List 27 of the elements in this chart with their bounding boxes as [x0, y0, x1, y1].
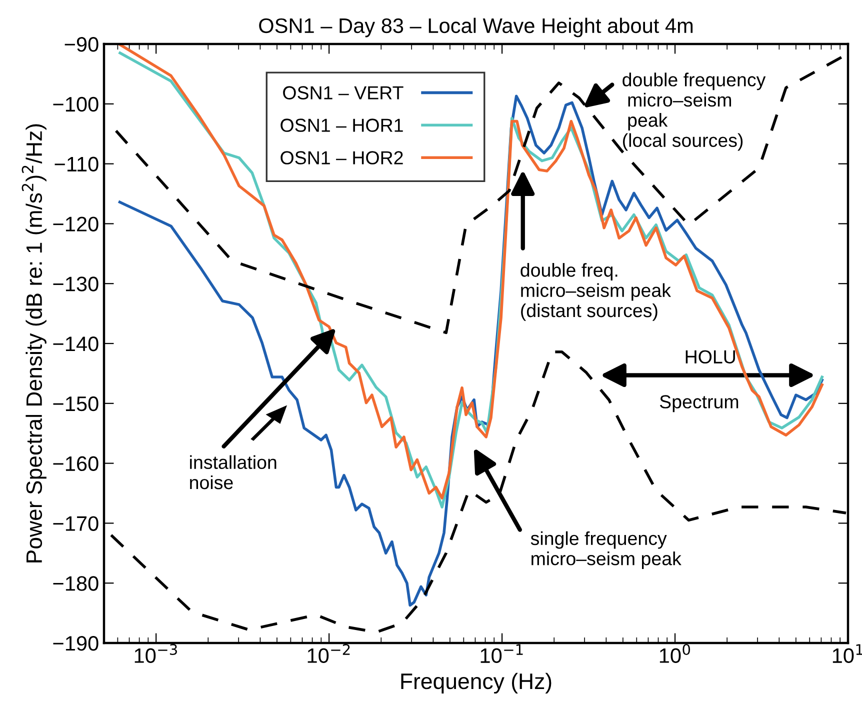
y-tick-label: −140 [53, 336, 98, 352]
x-tick-label: 10$^{−2}$ [308, 644, 350, 664]
y-axis-title: Power Spectral Density (dB re: 1 (m/s$^{2}$)$^{2}$/Hz) [22, 124, 46, 562]
y-tick-label: −190 [53, 636, 98, 651]
y-tick-label: −130 [53, 276, 98, 292]
y-tick-label: −120 [53, 216, 98, 232]
y-tick-label: −150 [53, 396, 98, 412]
x-tick-label: 10$^{0}$ [660, 644, 690, 664]
annotation: HOLU [686, 350, 735, 364]
legend-label: OSN1 – HOR1 [280, 118, 403, 132]
y-tick-label: −100 [53, 96, 98, 112]
annotation: installation noise [190, 455, 276, 490]
y-tick-label: −110 [54, 156, 98, 172]
y-tick-label: −160 [53, 456, 98, 472]
x-axis-title: Frequency (Hz) [401, 672, 552, 694]
legend-label: OSN1 – VERT [283, 86, 404, 100]
x-tick-label: 10$^{−3}$ [134, 644, 177, 664]
y-tick-label: −180 [53, 576, 98, 591]
chart-title: OSN1 – Day 83 – Local Wave Height about 4m [259, 18, 693, 38]
legend-label: OSN1 – HOR2 [280, 151, 403, 164]
x-tick-label: 10$^{−1}$ [480, 644, 523, 664]
y-tick-label: −170 [53, 516, 98, 531]
annotation: double frequency micro–seism peak (local sources) [622, 72, 766, 151]
annotation: double freq. micro–seism peak (distant sources) [520, 263, 672, 321]
annotation: single frequency micro–seism peak [530, 531, 682, 569]
annotation: Spectrum [660, 395, 738, 412]
y-tick-label: −90 [64, 37, 98, 52]
